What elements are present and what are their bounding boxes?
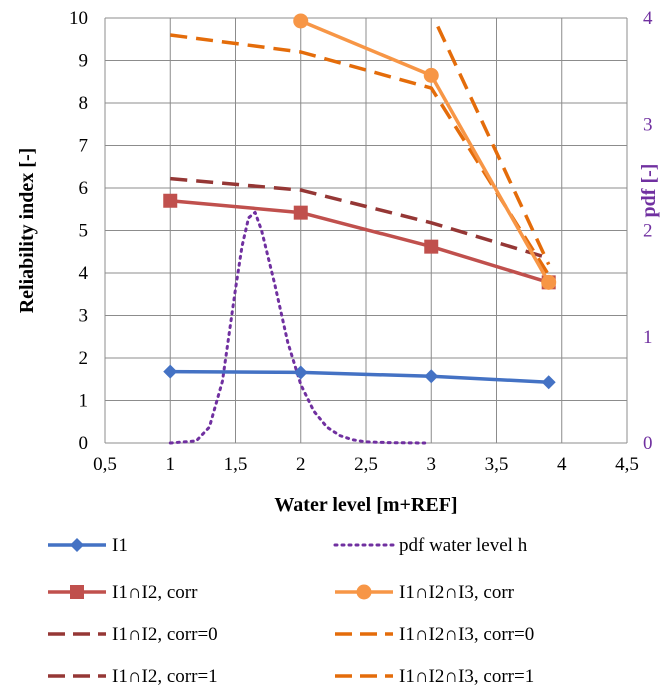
x-tick-label: 3 bbox=[427, 454, 437, 475]
series-i1-i2-i3-corr-1-line bbox=[436, 25, 551, 266]
series-i1-line bbox=[170, 369, 549, 384]
series-i1-i2-i3-corr-1 bbox=[436, 25, 551, 266]
legend-item-pdf-water-level-h-label: pdf water level h bbox=[399, 535, 528, 556]
y-tick-label: 0 bbox=[79, 433, 89, 454]
x-tick-label: 4 bbox=[557, 454, 567, 475]
y-tick-label: 1 bbox=[79, 391, 89, 412]
series-i1-i2-i3-corr-point bbox=[541, 274, 557, 290]
legend-item-i1-point bbox=[70, 538, 84, 552]
y-right-tick-label: 4 bbox=[643, 8, 653, 29]
y-axis-title: Reliability index [-] bbox=[16, 148, 38, 314]
y-tick-label: 6 bbox=[79, 178, 89, 199]
series-i1-i2-corr-point bbox=[163, 193, 178, 208]
legend-item-i1-i2-i3-corr-0-label: I1∩I2∩I3, corr=0 bbox=[399, 624, 534, 645]
legend-item-i1-i2-corr-1-label: I1∩I2, corr=1 bbox=[112, 666, 218, 687]
legend-item-i1-i2-corr-point bbox=[70, 585, 84, 599]
x-tick-label: 1 bbox=[166, 454, 176, 475]
y-tick-label: 7 bbox=[79, 136, 89, 157]
y-tick-label: 10 bbox=[69, 8, 88, 29]
series-pdf-water-level-h bbox=[168, 210, 427, 445]
legend: I1 pdf water level h I1∩I2, corr I1∩I2∩I3, … bbox=[48, 535, 534, 687]
series-i1-point bbox=[541, 375, 556, 390]
legend-item-i1-i2-i3-corr-0: I1∩I2∩I3, corr=0 bbox=[335, 624, 534, 645]
y-right-tick-label: 1 bbox=[643, 327, 653, 348]
series-i1-i2-i3-corr-0-line bbox=[170, 33, 551, 277]
y-right-tick-label: 3 bbox=[643, 114, 653, 135]
series-i1-point bbox=[163, 364, 178, 379]
series-i1-i2-i3-corr-point bbox=[293, 13, 309, 29]
legend-item-i1-i2-corr-0: I1∩I2, corr=0 bbox=[48, 624, 218, 645]
y-right-axis-title: pdf [-] bbox=[638, 164, 660, 218]
y-right-tick-label: 0 bbox=[643, 433, 653, 454]
legend-item-i1-i2-corr: I1∩I2, corr bbox=[48, 582, 198, 603]
series-i1-i2-corr-line bbox=[170, 198, 550, 285]
x-tick-label: 1,5 bbox=[224, 454, 248, 475]
legend-item-i1-i2-i3-corr-point bbox=[356, 584, 372, 600]
y-right-tick-label: 2 bbox=[643, 221, 653, 242]
y-tick-label: 5 bbox=[79, 221, 89, 242]
series-i1-i2-corr-0 bbox=[170, 176, 550, 260]
legend-item-i1-i2-corr-0-label: I1∩I2, corr=0 bbox=[112, 624, 218, 645]
x-tick-label: 4,5 bbox=[615, 454, 639, 475]
legend-item-i1: I1 bbox=[48, 535, 128, 556]
legend-item-i1-i2-i3-corr-1: I1∩I2∩I3, corr=1 bbox=[335, 666, 534, 687]
x-tick-label: 0,5 bbox=[93, 454, 117, 475]
series-i1-i2-corr-0-line bbox=[170, 176, 550, 260]
series-i1-i2-corr bbox=[163, 193, 556, 290]
series-i1-i2-i3-corr bbox=[293, 13, 557, 290]
series-i1-i2-corr-point bbox=[293, 205, 308, 220]
y-tick-label: 3 bbox=[79, 306, 89, 327]
y-tick-label: 8 bbox=[79, 93, 89, 114]
legend-item-i1-i2-corr-label: I1∩I2, corr bbox=[112, 582, 198, 603]
x-tick-label: 3,5 bbox=[485, 454, 509, 475]
series-i1-point bbox=[424, 369, 439, 384]
series-pdf-water-level-h-line bbox=[168, 210, 427, 445]
legend-item-i1-i2-corr-1: I1∩I2, corr=1 bbox=[48, 666, 218, 687]
series-i1-i2-corr-point bbox=[424, 239, 439, 254]
series-i1-i2-i3-corr-point bbox=[423, 67, 439, 83]
legend-item-i1-label: I1 bbox=[112, 535, 128, 556]
legend-item-i1-i2-i3-corr-1-label: I1∩I2∩I3, corr=1 bbox=[399, 666, 534, 687]
x-tick-label: 2,5 bbox=[354, 454, 378, 475]
x-axis-title: Water level [m+REF] bbox=[274, 494, 457, 516]
series-i1-i2-i3-corr-0 bbox=[170, 33, 551, 277]
legend-item-i1-i2-i3-corr: I1∩I2∩I3, corr bbox=[335, 582, 515, 603]
y-tick-label: 9 bbox=[79, 51, 89, 72]
legend-item-pdf-water-level-h: pdf water level h bbox=[333, 535, 528, 556]
series-i1 bbox=[163, 364, 556, 390]
y-tick-label: 4 bbox=[79, 263, 89, 284]
legend-item-i1-i2-i3-corr-label: I1∩I2∩I3, corr bbox=[399, 582, 515, 603]
y-tick-label: 2 bbox=[79, 348, 89, 369]
series-layer bbox=[163, 13, 557, 445]
x-tick-label: 2 bbox=[296, 454, 306, 475]
series-i1-point bbox=[293, 365, 308, 380]
